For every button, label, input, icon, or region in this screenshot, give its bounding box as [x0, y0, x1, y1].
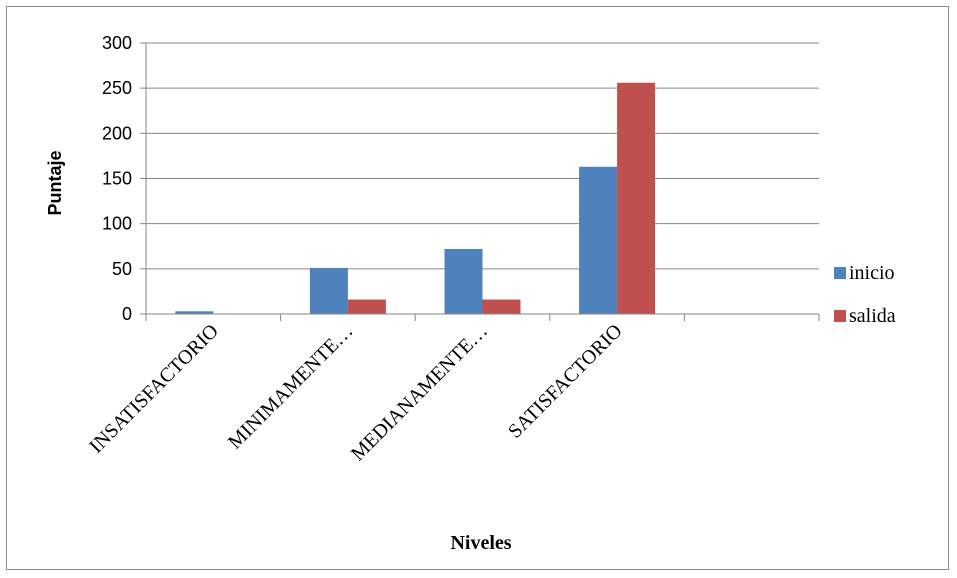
legend-label-inicio: inicio [849, 262, 895, 284]
bar-inicio [444, 248, 483, 314]
y-tick-label: 0 [122, 304, 132, 324]
x-tick-label: MINIMAMENTE… [224, 320, 357, 453]
x-tick-label: SATISFACTORIO [504, 320, 627, 443]
bars [175, 82, 656, 314]
bar-salida [482, 299, 521, 314]
legend-swatch-salida [834, 310, 846, 322]
bar-salida [347, 299, 386, 314]
y-tick-label: 50 [112, 259, 132, 279]
y-tick-label: 300 [102, 33, 132, 53]
x-tick-label: INSATISFACTORIO [85, 320, 223, 458]
bar-salida [617, 82, 656, 314]
bar-chart: 0 50 100 150 200 250 300 INSATISFACTORIO MINIMA… [45, 33, 896, 554]
y-tick-label: 200 [102, 123, 132, 143]
chart-frame: 0 50 100 150 200 250 300 INSATISFACTORIO MINIMA… [6, 6, 949, 570]
y-tick-label: 150 [102, 169, 132, 189]
y-tick-label: 250 [102, 78, 132, 98]
legend-swatch-inicio [834, 267, 846, 279]
bar-inicio [579, 166, 618, 314]
gridlines [146, 42, 819, 270]
y-tick-label: 100 [102, 214, 132, 234]
bar-inicio [309, 267, 348, 314]
y-axis-title: Puntaje [45, 150, 65, 215]
x-tick-label: MEDIANAMENTE… [347, 320, 492, 465]
legend: inicio salida [834, 262, 896, 327]
y-tick-labels: 0 50 100 150 200 250 300 [102, 33, 132, 324]
axes [140, 42, 820, 321]
x-tick-labels: INSATISFACTORIO MINIMAMENTE…MEDIANAMENTE…… [85, 320, 626, 465]
bar-inicio [175, 311, 214, 314]
x-axis-title: Niveles [450, 532, 511, 554]
legend-label-salida: salida [849, 305, 896, 327]
